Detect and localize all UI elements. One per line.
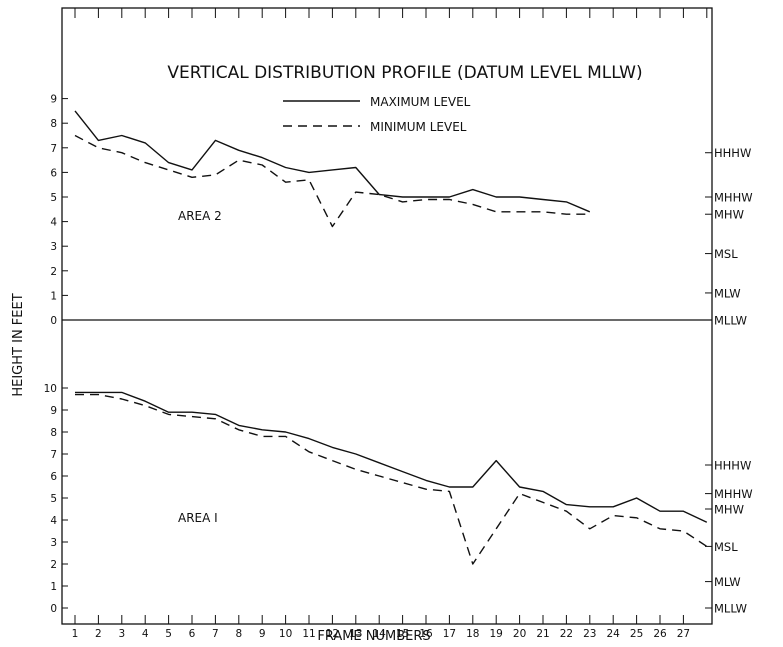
reference-level-label: MLW <box>714 286 741 300</box>
legend-maximum-label: MAXIMUM LEVEL <box>370 95 471 109</box>
y-tick-label: 0 <box>50 603 57 615</box>
area-2-panel: 0 1 2 3 4 5 6 7 8 9 HHHW MHHW MHW MSL MLW MLLW <box>50 94 752 328</box>
x-tick-label: 18 <box>466 628 479 640</box>
x-tick-label: 24 <box>607 628 621 640</box>
y-tick-label: 1 <box>50 581 57 593</box>
x-tick-label: 16 <box>419 628 433 640</box>
reference-level-label: MSL <box>714 247 738 261</box>
x-tick-label: 12 <box>326 628 339 640</box>
y-tick-label: 3 <box>50 241 57 253</box>
y-tick-label: 4 <box>50 217 57 229</box>
plot-border <box>61 7 713 625</box>
x-axis-label: FRAME NUMBERS <box>317 629 430 644</box>
x-tick-label: 26 <box>653 628 667 640</box>
x-tick-label: 13 <box>349 628 362 640</box>
reference-level-label: MLW <box>714 575 741 589</box>
area-1-label: AREA I <box>178 511 218 525</box>
x-tick-label: 6 <box>189 628 196 640</box>
y-tick-label: 8 <box>50 427 57 439</box>
y-tick-label: 2 <box>50 559 57 571</box>
y-tick-label: 3 <box>50 537 57 549</box>
y-tick-label: 1 <box>50 290 57 302</box>
x-tick-label: 15 <box>396 628 409 640</box>
x-tick-label: 19 <box>490 628 503 640</box>
y-tick-label: 6 <box>50 471 57 483</box>
area-2-maximum-level-line <box>74 110 591 213</box>
reference-level-label: MSL <box>714 540 738 554</box>
area-1-panel: 0 1 2 3 4 5 6 7 8 9 10 HHHW MHHW MHW MSL MLW MLLW <box>44 383 753 616</box>
reference-level-label: HHHW <box>714 459 751 473</box>
x-tick-label: 2 <box>95 628 102 640</box>
legend-minimum-label: MINIMUM LEVEL <box>370 120 467 134</box>
y-tick-label: 2 <box>50 266 57 278</box>
x-tick-label: 9 <box>259 628 266 640</box>
x-tick-label: 8 <box>235 628 242 640</box>
x-tick-label: 27 <box>677 628 690 640</box>
y-tick-label: 5 <box>50 493 57 505</box>
x-tick-label: 21 <box>536 628 549 640</box>
y-tick-label: 4 <box>50 515 57 527</box>
area-1-maximum-level-line <box>75 391 708 523</box>
y-tick-label: 5 <box>50 192 57 204</box>
reference-level-label: HHHW <box>714 146 751 160</box>
x-tick-label: 14 <box>373 628 387 640</box>
reference-level-label: MHHW <box>714 487 753 501</box>
area-2-minimum-level-line <box>74 134 590 228</box>
x-tick-label: 7 <box>212 628 219 640</box>
x-tick-label: 4 <box>142 628 149 640</box>
x-tick-label: 5 <box>165 628 172 640</box>
x-axis-ticks: 1 2 3 4 5 6 7 8 9 10 11 12 13 14 15 16 17 18 19 20 21 22 23 24 2… <box>72 615 690 640</box>
x-tick-label: 11 <box>302 628 315 640</box>
area-1-minimum-level-line <box>75 393 708 565</box>
reference-level-label: MHW <box>714 503 744 517</box>
y-tick-label: 7 <box>50 143 57 155</box>
x-tick-label: 20 <box>513 628 526 640</box>
plot-frame <box>61 7 713 625</box>
x-tick-label: 25 <box>630 628 643 640</box>
area-2-label: AREA 2 <box>178 209 222 223</box>
x-tick-label: 22 <box>560 628 573 640</box>
reference-level-label: MHHW <box>714 191 753 205</box>
reference-level-label: MLLW <box>714 602 747 616</box>
x-tick-label: 1 <box>72 628 79 640</box>
y-tick-label: 6 <box>50 167 57 179</box>
y-tick-label: 9 <box>50 94 57 106</box>
y-tick-label: 0 <box>50 315 57 327</box>
y-tick-label: 10 <box>44 383 57 395</box>
y-axis-label: HEIGHT IN FEET <box>11 293 26 396</box>
reference-level-label: MLLW <box>714 314 747 328</box>
legend: MAXIMUM LEVEL MINIMUM LEVEL <box>283 95 471 134</box>
x-tick-label: 3 <box>118 628 125 640</box>
y-tick-label: 9 <box>50 405 57 417</box>
chart-title: VERTICAL DISTRIBUTION PROFILE (DATUM LEV… <box>167 63 642 83</box>
reference-level-label: MHW <box>714 208 744 222</box>
x-tick-label: 23 <box>583 628 596 640</box>
y-tick-label: 8 <box>50 118 57 130</box>
y-tick-label: 7 <box>50 449 57 461</box>
x-tick-label: 10 <box>279 628 292 640</box>
x-tick-label: 17 <box>443 628 456 640</box>
